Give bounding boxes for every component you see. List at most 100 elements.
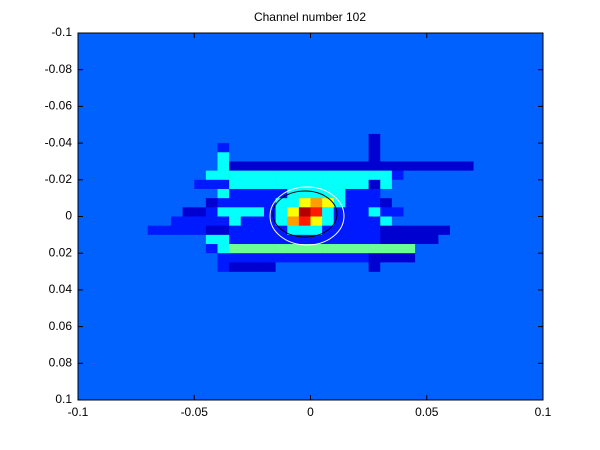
heatmap-cell	[426, 161, 439, 171]
heatmap-cell	[426, 188, 439, 199]
heatmap-cell	[194, 143, 207, 153]
heatmap-cell	[403, 253, 416, 263]
heatmap-cell	[275, 225, 288, 236]
heatmap-cell	[380, 179, 393, 190]
heatmap-cell	[264, 161, 276, 171]
heatmap-cell	[264, 188, 276, 199]
heatmap-cell	[298, 198, 311, 208]
heatmap-cell	[461, 143, 474, 153]
heatmap-cell	[217, 143, 230, 153]
heatmap-cell	[264, 143, 276, 153]
heatmap-cell	[229, 253, 242, 263]
heatmap-cell	[182, 234, 195, 245]
heatmap-cell	[240, 244, 253, 254]
heatmap-cell	[171, 207, 183, 217]
heatmap-cell	[205, 207, 218, 217]
heatmap-cell	[438, 152, 451, 162]
heatmap-cell	[205, 161, 218, 171]
heatmap-cell	[264, 170, 276, 181]
heatmap-cell	[357, 133, 369, 144]
heatmap-cell	[147, 161, 160, 171]
heatmap-cell	[252, 207, 265, 217]
heatmap-cell	[333, 207, 346, 217]
heatmap-cell	[159, 161, 172, 171]
heatmap-cell	[205, 188, 218, 199]
heatmap-cell	[310, 188, 323, 199]
heatmap-cell	[403, 207, 416, 217]
heatmap-cell	[403, 188, 416, 199]
heatmap-cell	[217, 198, 230, 208]
heatmap-cell	[415, 143, 428, 153]
heatmap-cell	[450, 143, 462, 153]
heatmap-cell	[345, 143, 358, 153]
heatmap-cell	[310, 216, 323, 226]
heatmap-cell	[345, 244, 358, 254]
heatmap-cell	[310, 143, 323, 153]
heatmap-cell	[252, 188, 265, 199]
heatmap-cell	[264, 216, 276, 226]
heatmap-cell	[159, 262, 172, 272]
y-tick-label: -0.04	[45, 135, 73, 149]
heatmap-cell	[450, 262, 462, 272]
heatmap-cell	[229, 234, 242, 245]
heatmap-cell	[298, 262, 311, 272]
heatmap-cell	[391, 161, 404, 171]
heatmap-cell	[240, 253, 253, 263]
heatmap-cell	[205, 198, 218, 208]
heatmap-cell	[252, 161, 265, 171]
heatmap-cell	[147, 152, 160, 162]
heatmap-cell	[240, 179, 253, 190]
heatmap-cell	[391, 225, 404, 236]
heatmap-cell	[252, 133, 265, 144]
heatmap-cell	[333, 152, 346, 162]
heatmap-cell	[345, 188, 358, 199]
heatmap-cell	[147, 234, 160, 245]
heatmap-cell	[450, 225, 462, 236]
heatmap-cell	[345, 234, 358, 245]
heatmap-cell	[229, 179, 242, 190]
heatmap-cell	[322, 262, 335, 272]
heatmap-cell	[205, 179, 218, 190]
heatmap-cell	[147, 225, 160, 236]
heatmap-cell	[275, 161, 288, 171]
heatmap-cell	[229, 198, 242, 208]
heatmap-cell	[415, 133, 428, 144]
heatmap-cell	[217, 225, 230, 236]
heatmap-cell	[415, 152, 428, 162]
heatmap-cell	[357, 188, 369, 199]
heatmap-cell	[391, 262, 404, 272]
heatmap-cell	[194, 170, 207, 181]
heatmap-cell	[322, 170, 335, 181]
heatmap-cell	[147, 216, 160, 226]
heatmap-cell	[252, 216, 265, 226]
heatmap-cell	[205, 133, 218, 144]
heatmap-cell	[287, 188, 300, 199]
heatmap-cell	[357, 179, 369, 190]
heatmap-cell	[194, 225, 207, 236]
heatmap-cell	[194, 216, 207, 226]
heatmap-cell	[403, 143, 416, 153]
heatmap-cell	[194, 253, 207, 263]
heatmap-cell	[264, 152, 276, 162]
heatmap-cell	[264, 179, 276, 190]
heatmap-cell	[264, 234, 276, 245]
heatmap-cell	[240, 262, 253, 272]
heatmap-cell	[345, 225, 358, 236]
heatmap-cell	[391, 133, 404, 144]
heatmap-cell	[357, 198, 369, 208]
heatmap-cell	[368, 133, 381, 144]
heatmap-cell	[252, 170, 265, 181]
heatmap-cell	[438, 179, 451, 190]
heatmap-cell	[415, 188, 428, 199]
heatmap-cell	[333, 133, 346, 144]
heatmap-cell	[450, 244, 462, 254]
heatmap-cell	[171, 152, 183, 162]
heatmap-cell	[171, 198, 183, 208]
heatmap-cell	[217, 161, 230, 171]
heatmap-cell	[357, 216, 369, 226]
heatmap-cell	[357, 143, 369, 153]
heatmap-cell	[264, 198, 276, 208]
heatmap-cell	[264, 253, 276, 263]
